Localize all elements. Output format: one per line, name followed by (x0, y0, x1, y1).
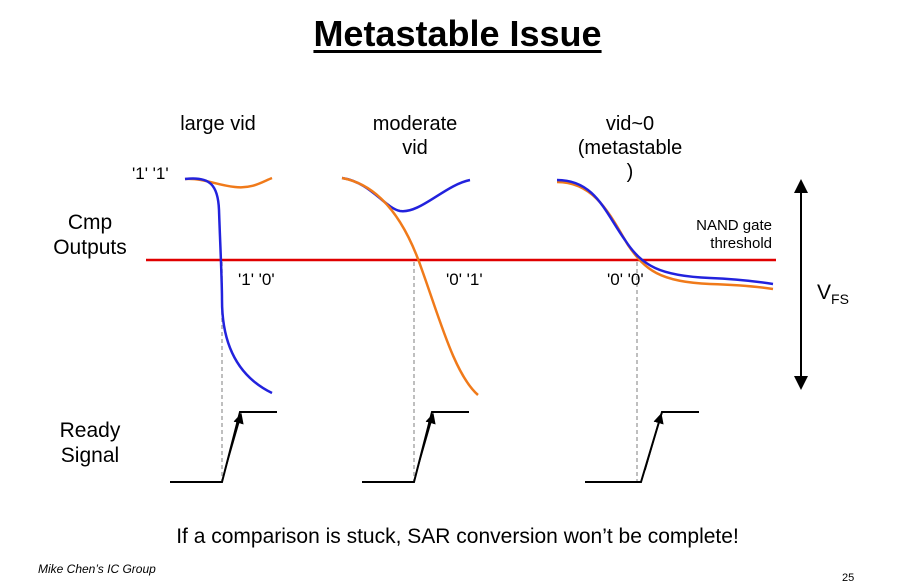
ready-arrow-moderate (416, 412, 436, 471)
vfs-label: VFS (817, 280, 849, 308)
ready-signal-line2: Signal (60, 444, 120, 468)
vfs-subscript: FS (831, 291, 849, 308)
logic-value-initial: '1' '1' (132, 164, 169, 183)
ready-signal-label: Ready Signal (40, 418, 140, 468)
column-heading-moderate-line1: moderate (372, 113, 458, 135)
logic-value-large: '1' '0' (238, 270, 275, 289)
nand-threshold-line2: threshold (710, 235, 772, 252)
ready-arrow-large (224, 412, 244, 471)
moderate-vid-orange-curve (341, 176, 479, 396)
ready-signal-zero (585, 411, 699, 483)
footer-author: Mike Chen’s IC Group (38, 562, 156, 576)
cmp-outputs-line1: Cmp (67, 211, 113, 234)
ready-arrow-zero (644, 412, 664, 471)
ready-signal-large (170, 411, 277, 483)
ready-signal-line1: Ready (59, 419, 121, 442)
cmp-outputs-label: Cmp Outputs (40, 210, 140, 260)
zero-vid-blue-curve (556, 178, 774, 286)
ready-signal-moderate (362, 411, 469, 483)
vfs-main: V (817, 281, 832, 304)
nand-threshold-line1: NAND gate (696, 217, 772, 234)
nand-threshold-label: NAND gate threshold (650, 217, 772, 253)
column-heading-moderate-vid: moderate vid (355, 112, 475, 160)
column-heading-large-line1: large vid (180, 113, 256, 135)
cmp-outputs-line2: Outputs (53, 236, 127, 260)
large-vid-blue-curve (184, 177, 273, 395)
column-heading-zero-line2: (metastable (577, 137, 683, 159)
slide-title: Metastable Issue (313, 13, 602, 54)
page-number: 25 (842, 572, 855, 584)
moderate-vid-blue-curve (341, 176, 471, 213)
column-heading-zero-vid: vid~0 (metastable ) (560, 112, 700, 184)
caption: If a comparison is stuck, SAR conversion… (176, 525, 739, 548)
column-heading-moderate-line2: vid (402, 137, 428, 159)
column-heading-zero-line3: ) (626, 161, 634, 183)
column-heading-large-vid: large vid (158, 112, 278, 136)
logic-value-moderate: '0' '1' (446, 270, 483, 289)
logic-value-zero: '0' '0' (607, 270, 644, 289)
column-heading-zero-line1: vid~0 (605, 113, 655, 135)
